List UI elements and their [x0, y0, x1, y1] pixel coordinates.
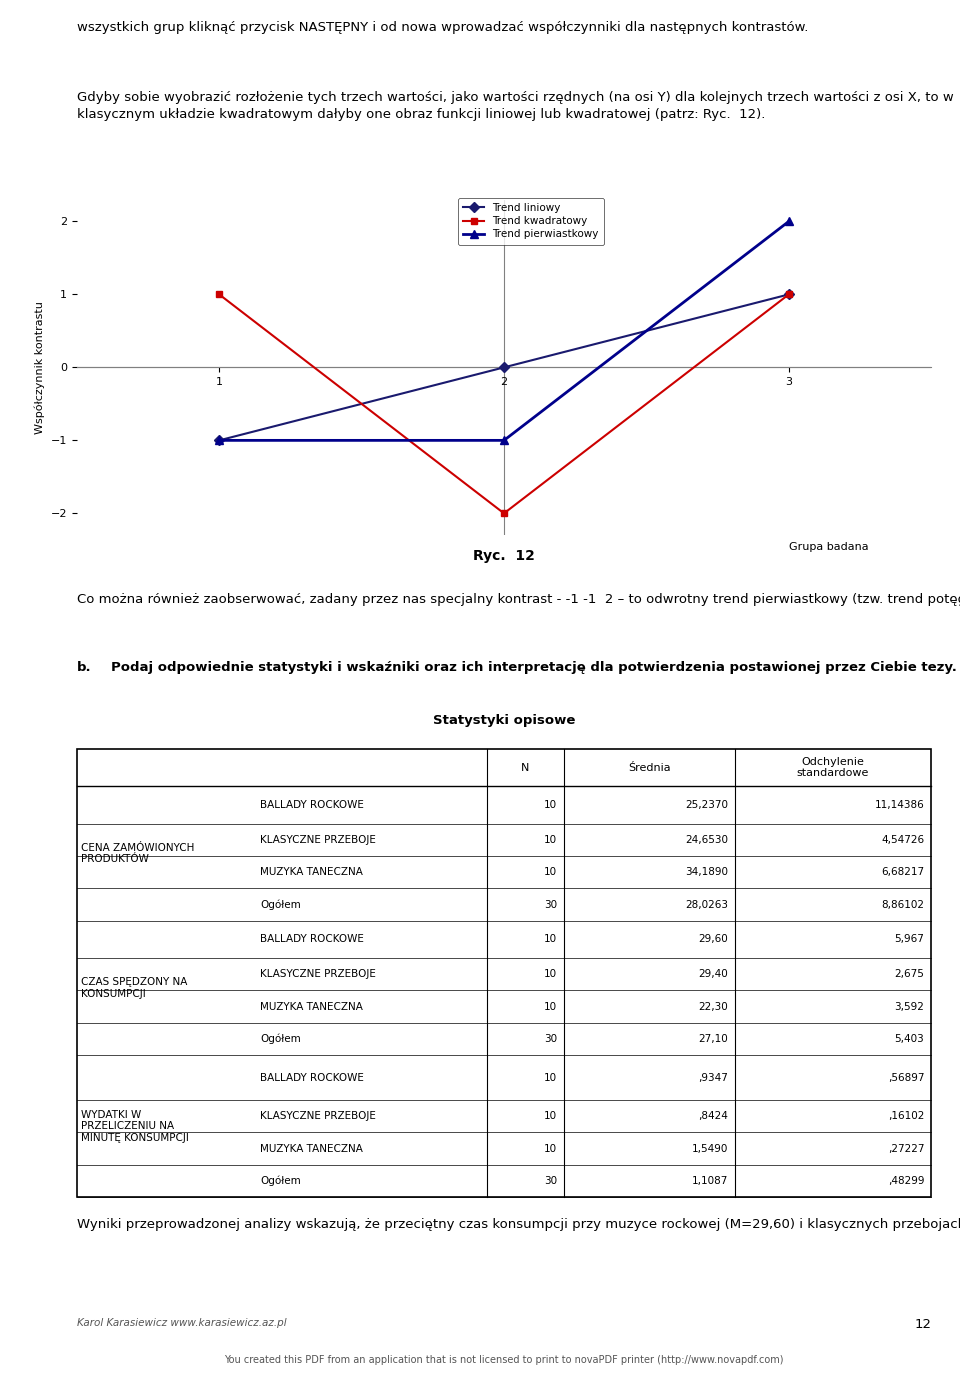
Text: 10: 10 [544, 834, 557, 844]
Trend liniowy [783, 286, 795, 302]
Text: ,56897: ,56897 [888, 1073, 924, 1082]
Text: 5,967: 5,967 [895, 935, 924, 944]
Text: ,27227: ,27227 [888, 1144, 924, 1153]
Text: KLASYCZNE PRZEBOJE: KLASYCZNE PRZEBOJE [260, 834, 376, 844]
Line: Trend pierwiastkowy: Trend pierwiastkowy [215, 217, 793, 444]
Line: Trend liniowy: Trend liniowy [216, 291, 792, 444]
Text: wszystkich grup kliknąć przycisk NASTĘPNY i od nowa wprowadzać współczynniki dla: wszystkich grup kliknąć przycisk NASTĘPN… [77, 21, 808, 33]
Text: Odchylenie
standardowe: Odchylenie standardowe [797, 756, 869, 779]
Text: KLASYCZNE PRZEBOJE: KLASYCZNE PRZEBOJE [260, 1112, 376, 1121]
Line: Trend kwadratowy: Trend kwadratowy [216, 291, 792, 517]
Text: MUZYKA TANECZNA: MUZYKA TANECZNA [260, 1002, 364, 1011]
Text: 12: 12 [914, 1318, 931, 1330]
Text: 3,592: 3,592 [895, 1002, 924, 1011]
Trend pierwiastkowy [783, 213, 795, 230]
Legend: Trend liniowy, Trend kwadratowy, Trend pierwiastkowy: Trend liniowy, Trend kwadratowy, Trend p… [458, 198, 604, 245]
Text: 10: 10 [544, 1073, 557, 1082]
Trend kwadratowy [783, 286, 795, 302]
Text: 10: 10 [544, 868, 557, 878]
Text: 22,30: 22,30 [698, 1002, 728, 1011]
Text: 10: 10 [544, 935, 557, 944]
Text: 25,2370: 25,2370 [684, 800, 728, 809]
Text: 11,14386: 11,14386 [875, 800, 924, 809]
Text: 2,675: 2,675 [895, 970, 924, 979]
Text: 1,1087: 1,1087 [691, 1176, 728, 1185]
Text: Średnia: Średnia [628, 762, 671, 773]
Trend pierwiastkowy [498, 432, 510, 449]
Text: 27,10: 27,10 [698, 1034, 728, 1043]
Text: ,16102: ,16102 [888, 1112, 924, 1121]
Text: Podaj odpowiednie statystyki i wskaźniki oraz ich interpretację dla potwierdzeni: Podaj odpowiednie statystyki i wskaźniki… [111, 660, 957, 674]
Text: 10: 10 [544, 800, 557, 809]
Text: Ryc.  12: Ryc. 12 [473, 549, 535, 563]
Text: 24,6530: 24,6530 [684, 834, 728, 844]
Text: 30: 30 [544, 900, 557, 910]
Text: 29,60: 29,60 [698, 935, 728, 944]
Text: MUZYKA TANECZNA: MUZYKA TANECZNA [260, 1144, 364, 1153]
Text: 4,54726: 4,54726 [881, 834, 924, 844]
Text: Karol Karasiewicz www.karasiewicz.az.pl: Karol Karasiewicz www.karasiewicz.az.pl [77, 1318, 286, 1328]
Text: 28,0263: 28,0263 [684, 900, 728, 910]
Trend liniowy [213, 432, 225, 449]
Text: KLASYCZNE PRZEBOJE: KLASYCZNE PRZEBOJE [260, 970, 376, 979]
Text: ,8424: ,8424 [698, 1112, 728, 1121]
Text: ,9347: ,9347 [698, 1073, 728, 1082]
Text: WYDATKI W
PRZELICZENIU NA
MINUTĘ KONSUMPCJI: WYDATKI W PRZELICZENIU NA MINUTĘ KONSUMP… [81, 1110, 189, 1142]
Trend kwadratowy [213, 286, 225, 302]
X-axis label: Grupa badana: Grupa badana [789, 542, 869, 552]
Text: CZAS SPĘDZONY NA
KONSUMPCJI: CZAS SPĘDZONY NA KONSUMPCJI [81, 978, 187, 999]
Text: ,48299: ,48299 [888, 1176, 924, 1185]
Text: 10: 10 [544, 1144, 557, 1153]
Text: MUZYKA TANECZNA: MUZYKA TANECZNA [260, 868, 364, 878]
Text: 6,68217: 6,68217 [881, 868, 924, 878]
Text: You created this PDF from an application that is not licensed to print to novaPD: You created this PDF from an application… [225, 1355, 783, 1365]
Text: Wyniki przeprowadzonej analizy wskazują, że przeciętny czas konsumpcji przy muzy: Wyniki przeprowadzonej analizy wskazują,… [77, 1217, 960, 1231]
Text: 10: 10 [544, 1002, 557, 1011]
Text: Ogółem: Ogółem [260, 900, 301, 910]
Text: Statystyki opisowe: Statystyki opisowe [433, 713, 575, 727]
Text: 10: 10 [544, 970, 557, 979]
Trend kwadratowy [498, 506, 510, 522]
Text: 29,40: 29,40 [698, 970, 728, 979]
Trend pierwiastkowy [213, 432, 225, 449]
Text: 5,403: 5,403 [895, 1034, 924, 1043]
Bar [77, 749, 931, 1197]
Text: 30: 30 [544, 1034, 557, 1043]
Text: Ogółem: Ogółem [260, 1176, 301, 1187]
Text: N: N [521, 762, 530, 773]
Text: BALLADY ROCKOWE: BALLADY ROCKOWE [260, 935, 365, 944]
Y-axis label: Współczynnik kontrastu: Współczynnik kontrastu [35, 301, 45, 433]
Text: Co można również zaobserwować, zadany przez nas specjalny kontrast - -1 -1  2 – : Co można również zaobserwować, zadany pr… [77, 593, 960, 606]
Text: 10: 10 [544, 1112, 557, 1121]
Trend liniowy [498, 359, 510, 376]
Text: 1,5490: 1,5490 [691, 1144, 728, 1153]
Text: 34,1890: 34,1890 [684, 868, 728, 878]
Text: 30: 30 [544, 1176, 557, 1185]
Text: b.: b. [77, 660, 91, 674]
Text: BALLADY ROCKOWE: BALLADY ROCKOWE [260, 800, 365, 809]
Text: Gdyby sobie wyobrazić rozłożenie tych trzech wartości, jako wartości rzędnych (n: Gdyby sobie wyobrazić rozłożenie tych tr… [77, 92, 953, 121]
Text: 8,86102: 8,86102 [881, 900, 924, 910]
Text: CENA ZAMÓWIONYCH
PRODUKTÓW: CENA ZAMÓWIONYCH PRODUKTÓW [81, 843, 195, 864]
Text: Ogółem: Ogółem [260, 1034, 301, 1045]
Text: BALLADY ROCKOWE: BALLADY ROCKOWE [260, 1073, 365, 1082]
